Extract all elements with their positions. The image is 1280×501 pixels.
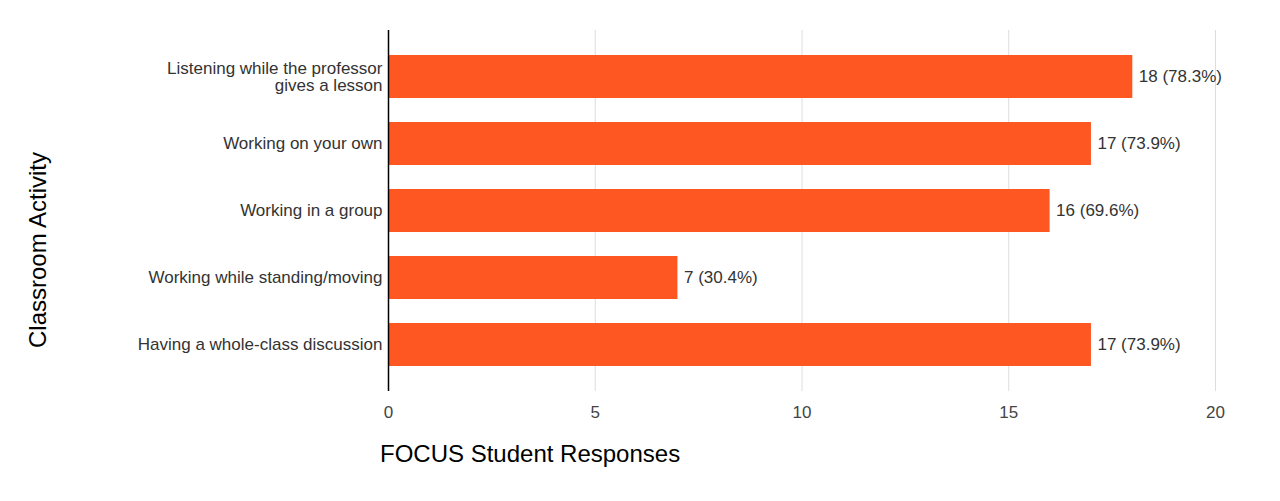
html-text:Classroom Activity: Classroom Activity <box>24 152 51 348</box>
svg-text:17 (73.9%): 17 (73.9%) <box>1097 134 1180 153</box>
svg-text:17 (73.9%): 17 (73.9%) <box>1097 335 1180 354</box>
html-text:FOCUS Student Responses: FOCUS Student Responses <box>380 440 681 467</box>
svg-text:18 (78.3%): 18 (78.3%) <box>1139 67 1222 86</box>
svg-text:7 (30.4%): 7 (30.4%) <box>684 268 758 287</box>
svg-text:20: 20 <box>1206 403 1225 422</box>
svg-text:Working while standing/moving: Working while standing/moving <box>148 268 382 287</box>
svg-text:Working on your own: Working on your own <box>223 134 382 153</box>
svg-text:Listening while the professorg: Listening while the professorgives a les… <box>167 59 383 95</box>
svg-text:10: 10 <box>793 403 812 422</box>
svg-text:16 (69.6%): 16 (69.6%) <box>1056 201 1139 220</box>
svg-text:Working in a group: Working in a group <box>240 201 382 220</box>
svg-text:Having a whole-class discussio: Having a whole-class discussion <box>138 335 383 354</box>
svg-text:5: 5 <box>591 403 600 422</box>
svg-text:0: 0 <box>384 403 393 422</box>
svg-text:15: 15 <box>999 403 1018 422</box>
